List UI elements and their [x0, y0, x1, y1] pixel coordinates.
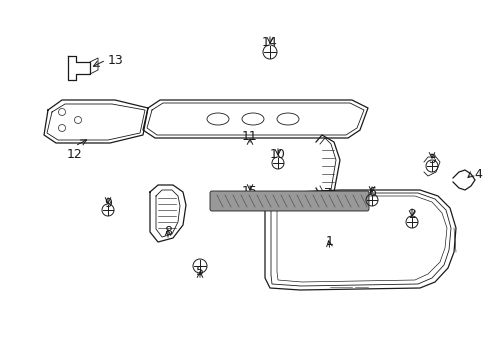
Text: 7: 7: [324, 187, 331, 200]
Text: 5: 5: [196, 265, 203, 278]
Text: 1: 1: [325, 235, 333, 248]
Text: 3: 3: [427, 153, 435, 166]
Text: 14: 14: [262, 36, 277, 49]
Text: 8: 8: [163, 225, 172, 238]
Text: 6: 6: [367, 186, 375, 199]
Text: 2: 2: [407, 208, 415, 221]
Text: 10: 10: [269, 148, 285, 161]
Text: 4: 4: [473, 167, 481, 180]
Text: 11: 11: [242, 130, 257, 143]
Text: 9: 9: [104, 197, 112, 210]
FancyBboxPatch shape: [209, 191, 368, 211]
Text: 15: 15: [242, 185, 257, 198]
Text: 13: 13: [108, 54, 123, 67]
Text: 12: 12: [67, 148, 82, 161]
